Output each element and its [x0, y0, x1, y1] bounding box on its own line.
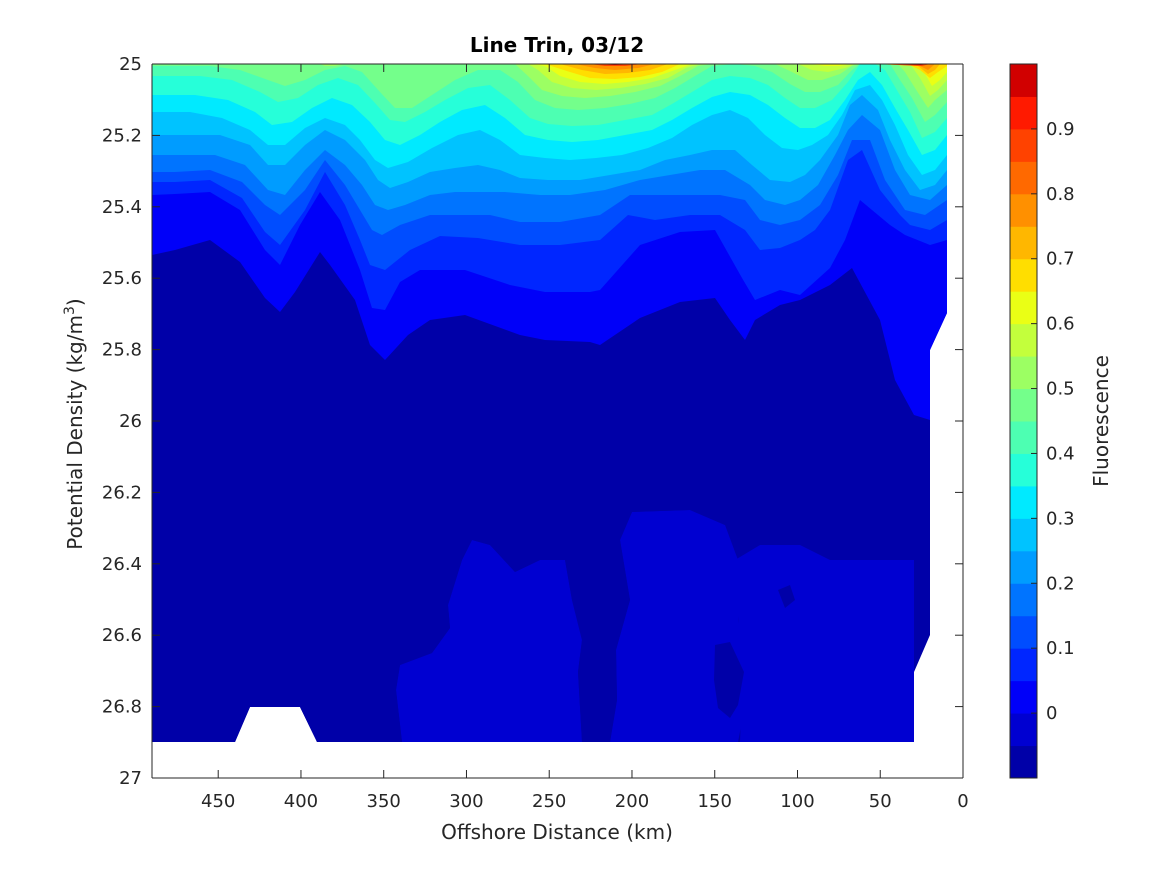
colorbar-swatch	[1010, 680, 1037, 714]
colorbar-swatch	[1010, 648, 1037, 682]
colorbar-swatch	[1010, 485, 1037, 519]
colorbar-swatch	[1010, 323, 1037, 357]
contour-band-dark-island	[780, 525, 800, 532]
x-tick-label: 100	[780, 791, 814, 812]
colorbar-swatch	[1010, 745, 1037, 779]
x-tick-label: 150	[698, 791, 732, 812]
colorbar-tick-label: 0.8	[1046, 184, 1075, 205]
y-axis-label-main: Potential Density (kg/m	[63, 315, 87, 550]
colorbar-swatch	[1010, 64, 1037, 97]
colorbar-swatch	[1010, 258, 1037, 292]
x-tick-label: 250	[532, 791, 566, 812]
y-tick-label: 26.6	[102, 625, 142, 646]
colorbar-swatch	[1010, 713, 1037, 747]
y-tick-label: 25.6	[102, 268, 142, 289]
colorbar-swatch	[1010, 226, 1037, 260]
y-tick-label: 26.4	[102, 554, 142, 575]
colorbar-tick-label: 0.4	[1046, 443, 1075, 464]
colorbar-swatch	[1010, 128, 1037, 162]
colorbar-ticks: 0 0.1 0.2 0.3 0.4 0.5 0.6 0.7 0.8 0.9	[1031, 119, 1075, 724]
contour-band-dark-main	[152, 340, 738, 742]
contour-band-orange-gold	[560, 64, 940, 74]
colorbar-swatch	[1010, 421, 1037, 454]
colorbar-tick-label: 0.2	[1046, 573, 1075, 594]
x-axis-label: Offshore Distance (km)	[441, 820, 673, 844]
colorbar-tick-label: 0.7	[1046, 249, 1075, 270]
x-ticks: 450 400 350 300 250 200 150 100 50 0	[201, 64, 969, 812]
y-tick-label: 27	[119, 768, 142, 789]
y-tick-label: 26.8	[102, 697, 142, 718]
colorbar-swatch	[1010, 583, 1037, 617]
colorbar-swatch	[1010, 161, 1037, 195]
colorbar-swatch	[1010, 388, 1037, 422]
contour-band-dark-island	[714, 642, 744, 718]
colorbar-swatch	[1010, 453, 1037, 487]
colorbar-tick-label: 0.6	[1046, 314, 1075, 335]
colorbar-swatch	[1010, 291, 1037, 325]
x-tick-label: 50	[869, 791, 892, 812]
y-ticks: 25 25.2 25.4 25.6 25.8 26 26.2 26.4 26.6 26.8 27	[102, 54, 963, 789]
contour-band-deep-patch	[610, 510, 748, 742]
y-tick-label: 25.4	[102, 197, 142, 218]
colorbar-tick-label: 0.3	[1046, 508, 1075, 529]
x-tick-label: 300	[449, 791, 483, 812]
y-tick-label: 25.2	[102, 125, 142, 146]
y-tick-label: 26	[119, 411, 142, 432]
y-axis-label: Potential Density (kg/m3)	[62, 298, 87, 549]
colorbar-frame	[1009, 63, 1038, 779]
contour-band-dark-island	[778, 585, 795, 608]
colorbar-tick-label: 0.1	[1046, 638, 1075, 659]
contour-band-deep-patch	[396, 540, 582, 742]
colorbar-tick-label: 0.9	[1046, 119, 1075, 140]
colorbar-swatch	[1010, 615, 1037, 649]
colorbar-tick-label: 0	[1046, 703, 1057, 724]
y-axis-label-end: )	[63, 298, 87, 306]
contour-band-light-green	[152, 64, 947, 122]
colorbar-label: Fluorescence	[1089, 355, 1113, 487]
colorbar-swatch	[1010, 96, 1037, 130]
y-tick-label: 25.8	[102, 340, 142, 361]
y-tick-label: 25	[119, 54, 142, 75]
x-tick-label: 0	[957, 791, 968, 812]
y-axis-label-sup: 3	[62, 306, 78, 315]
colorbar-swatch	[1010, 550, 1037, 584]
x-tick-label: 350	[367, 791, 401, 812]
chart-title: Line Trin, 03/12	[470, 33, 644, 57]
colorbar-swatch	[1010, 518, 1037, 552]
contour-band-deep-patch	[735, 545, 914, 742]
x-tick-label: 450	[201, 791, 235, 812]
colorbar-swatch	[1010, 193, 1037, 227]
contour-fill	[152, 64, 947, 742]
colorbar	[1010, 64, 1037, 779]
colorbar-swatch	[1010, 356, 1037, 390]
contour-band-yellow-green	[320, 64, 947, 108]
colorbar-tick-label: 0.5	[1046, 379, 1075, 400]
x-tick-label: 200	[615, 791, 649, 812]
y-tick-label: 26.2	[102, 482, 142, 503]
x-tick-label: 400	[284, 791, 318, 812]
